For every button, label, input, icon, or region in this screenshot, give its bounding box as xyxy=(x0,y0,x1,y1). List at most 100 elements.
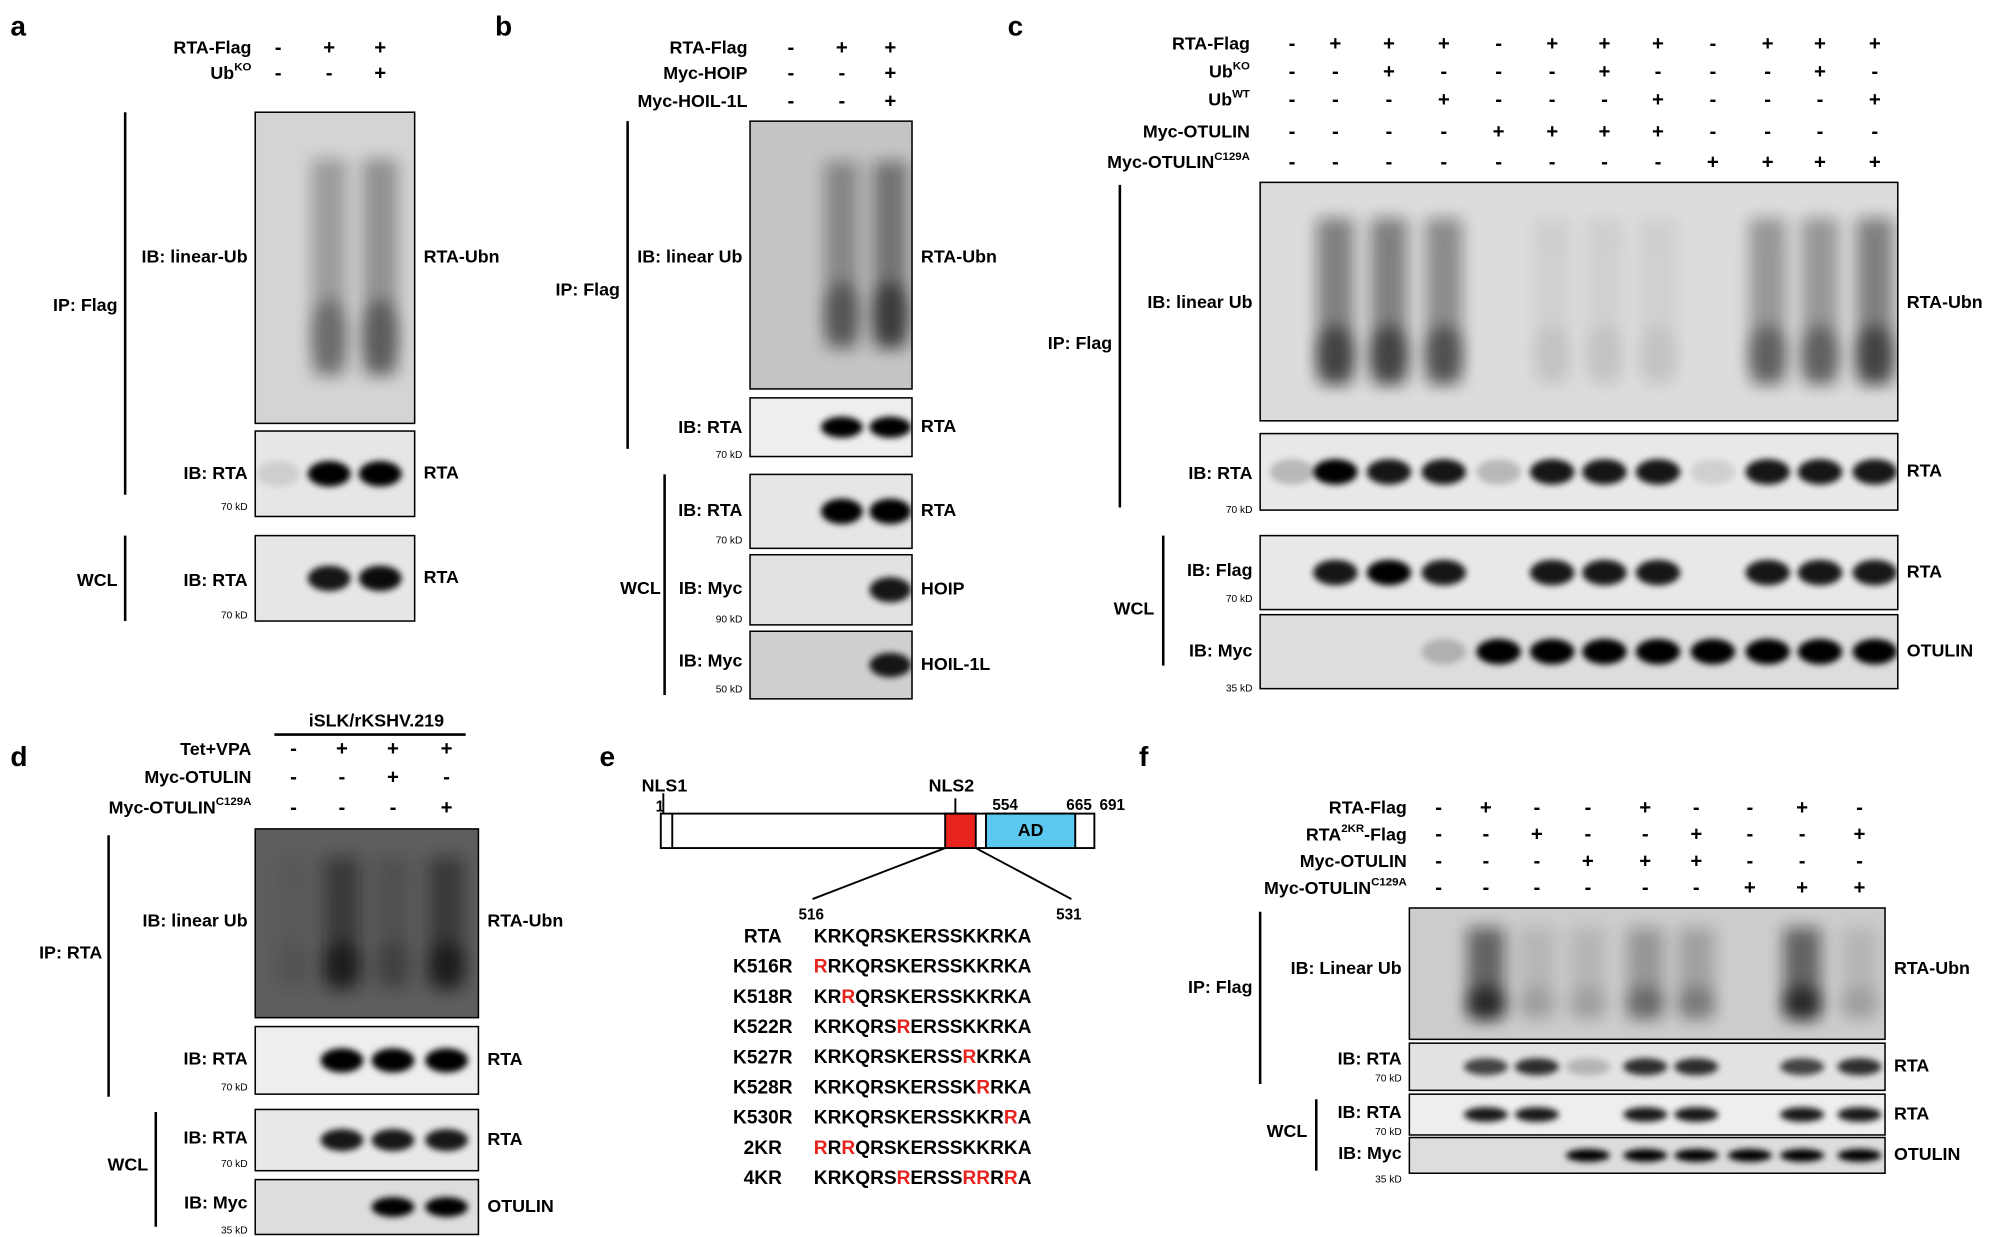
band-label: OTULIN xyxy=(1907,640,1973,660)
band xyxy=(1269,459,1315,485)
sign: + xyxy=(1869,89,1881,111)
blot xyxy=(255,1179,479,1235)
sign: - xyxy=(1533,850,1540,872)
sign: - xyxy=(1764,89,1771,111)
kd-marker: 70 kD xyxy=(716,535,743,546)
band xyxy=(1674,1148,1719,1162)
sign: - xyxy=(1693,877,1700,899)
band xyxy=(1421,559,1467,586)
condition-name: Ub xyxy=(1209,61,1233,81)
band xyxy=(1635,638,1681,665)
sign: - xyxy=(339,766,346,788)
ib-label: IB: RTA xyxy=(184,570,248,590)
band-label: RTA xyxy=(921,416,956,436)
band xyxy=(1582,638,1627,665)
ib-label: IB: RTA xyxy=(1338,1048,1402,1068)
condition-name: Myc-OTULIN xyxy=(109,797,216,817)
band xyxy=(1837,1107,1882,1122)
smear-core xyxy=(311,298,348,374)
panel-letter: a xyxy=(10,10,26,41)
blot xyxy=(255,535,415,622)
sign: + xyxy=(1329,33,1341,55)
kd-marker: 50 kD xyxy=(716,685,743,696)
band xyxy=(1745,638,1790,665)
smear-core xyxy=(1749,325,1787,383)
smear-core xyxy=(362,298,399,374)
sign: - xyxy=(1709,89,1716,111)
sign: + xyxy=(884,62,896,84)
band xyxy=(1797,459,1843,485)
blot-frame xyxy=(1408,1136,1886,1175)
band xyxy=(1623,1107,1668,1122)
mutated-residue: R xyxy=(962,1047,976,1068)
blot-frame xyxy=(749,473,913,550)
band xyxy=(425,1197,468,1217)
kd-marker: 70 kD xyxy=(221,502,248,513)
residues: ERSS xyxy=(910,1168,962,1189)
smear-core xyxy=(428,942,465,988)
kd-marker: 90 kD xyxy=(716,614,743,625)
sign: - xyxy=(1332,61,1339,83)
kd-marker: 70 kD xyxy=(221,1082,248,1093)
sign: - xyxy=(1817,89,1824,111)
range-start: 516 xyxy=(798,907,824,924)
sign: + xyxy=(1480,797,1492,819)
sign: - xyxy=(1655,152,1662,174)
residues: KRKA xyxy=(976,1047,1031,1068)
sequence: RRKQRSKERSSKKRKA xyxy=(814,957,1032,978)
sign: - xyxy=(1495,33,1502,55)
mutated-residue: R xyxy=(897,1017,911,1038)
kd-marker: 70 kD xyxy=(221,1159,248,1170)
condition-name: Ub xyxy=(1208,89,1232,109)
residues: KR xyxy=(814,987,842,1008)
ib-label: IB: RTA xyxy=(184,1128,248,1148)
band xyxy=(425,1129,468,1152)
sign: - xyxy=(1799,850,1806,872)
residues: QRSKERSSKKRKA xyxy=(855,987,1031,1008)
residues: ERSSKKRKA xyxy=(910,1017,1031,1038)
condition-label: Myc-OTULINC129A xyxy=(1107,151,1250,172)
ib-label: IB: linear Ub xyxy=(637,246,742,266)
sign: - xyxy=(1435,877,1442,899)
band xyxy=(1366,559,1412,586)
blot xyxy=(750,631,913,699)
blot xyxy=(255,431,415,517)
sign: + xyxy=(1814,152,1826,174)
ib-label: IB: Myc xyxy=(1189,640,1253,660)
blot-frame xyxy=(749,553,913,626)
sign: - xyxy=(1482,877,1489,899)
sign: + xyxy=(1869,152,1881,174)
band xyxy=(1797,559,1843,586)
ib-label: IB: RTA xyxy=(678,500,742,520)
mutated-residue: R xyxy=(814,1138,828,1159)
panel-letter: b xyxy=(495,10,512,41)
sign: - xyxy=(1289,121,1296,143)
band xyxy=(1797,638,1843,665)
sign: - xyxy=(443,766,450,788)
condition-suffix: -Flag xyxy=(1364,824,1407,844)
sign: - xyxy=(1440,121,1447,143)
band xyxy=(1852,559,1898,586)
condition-label: UbWT xyxy=(1208,88,1250,109)
band xyxy=(371,1197,415,1217)
sign: - xyxy=(1440,152,1447,174)
sign: - xyxy=(1584,797,1591,819)
mutant-name: K518R xyxy=(733,987,793,1008)
mutant-name: 4KR xyxy=(744,1168,782,1189)
sign: + xyxy=(441,797,453,819)
condition-label: RTA-Flag xyxy=(1172,33,1250,53)
blot-frame xyxy=(1259,534,1899,611)
ib-label: IB: Myc xyxy=(679,651,743,671)
mutant-name: 2KR xyxy=(744,1138,782,1159)
mutated-residue: R xyxy=(1004,1168,1018,1189)
smear-core xyxy=(1626,986,1664,1019)
condition-name: Myc-OTULIN xyxy=(144,767,251,787)
band-label: RTA xyxy=(424,567,459,587)
band-label: RTA xyxy=(424,462,459,482)
blot-frame xyxy=(254,828,480,1019)
band-label: RTA-Ubn xyxy=(487,911,563,931)
sign: - xyxy=(1435,850,1442,872)
band xyxy=(869,652,912,678)
blot xyxy=(255,828,479,1018)
sign: + xyxy=(387,738,399,760)
